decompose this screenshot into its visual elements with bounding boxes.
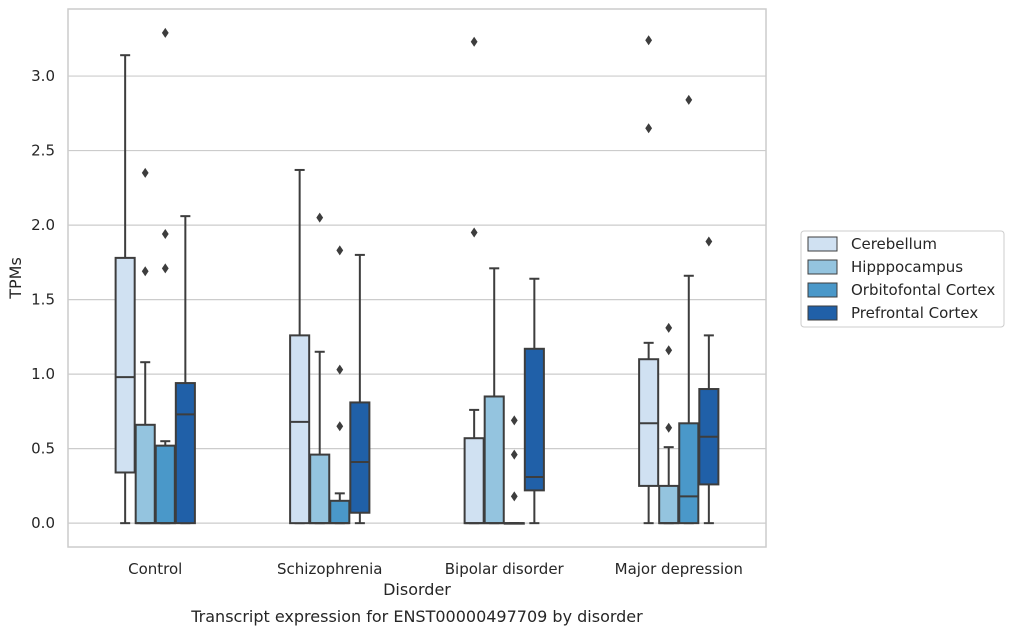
chart-title: Transcript expression for ENST0000049770… bbox=[190, 607, 643, 626]
box-body bbox=[174, 382, 196, 525]
outlier-point bbox=[665, 322, 673, 333]
x-tick-label: Bipolar disorder bbox=[445, 560, 565, 578]
y-tick-label: 1.5 bbox=[31, 291, 55, 309]
outlier-point bbox=[470, 227, 478, 238]
y-ticks: 0.0 0.5 1.0 1.5 2.0 2.5 3.0 bbox=[31, 67, 55, 532]
box-3-0 bbox=[174, 215, 196, 525]
y-axis-title: TPMs bbox=[6, 257, 25, 300]
x-tick-label: Major depression bbox=[615, 560, 743, 578]
outlier-point bbox=[665, 345, 673, 356]
outlier-point bbox=[161, 263, 169, 274]
box-body bbox=[154, 444, 176, 525]
box-body bbox=[523, 347, 545, 492]
y-tick-label: 2.5 bbox=[31, 142, 55, 160]
boxes bbox=[114, 27, 720, 525]
outlier-point bbox=[510, 415, 518, 426]
box-1-0 bbox=[134, 167, 156, 525]
box-1-1 bbox=[309, 212, 331, 525]
y-tick-label: 3.0 bbox=[31, 67, 55, 85]
x-tick-label: Schizophrenia bbox=[277, 560, 382, 578]
outlier-point bbox=[645, 123, 653, 134]
box-3-1 bbox=[349, 253, 371, 525]
outlier-point bbox=[645, 35, 653, 46]
outlier-point bbox=[141, 266, 149, 277]
legend-swatch bbox=[807, 236, 838, 252]
box-0-3 bbox=[638, 35, 660, 525]
y-tick-label: 2.0 bbox=[31, 216, 55, 234]
outlier-point bbox=[510, 449, 518, 460]
box-body bbox=[114, 256, 136, 474]
legend-label: Orbitofontal Cortex bbox=[851, 281, 995, 299]
outlier-point bbox=[510, 491, 518, 502]
legend-label: Cerebellum bbox=[851, 235, 937, 253]
x-tick-label: Control bbox=[128, 560, 182, 578]
x-axis-title: Disorder bbox=[383, 580, 451, 599]
box-2-3 bbox=[678, 94, 700, 525]
box-0-2 bbox=[463, 36, 485, 525]
box-0-1 bbox=[289, 168, 311, 525]
box-2-2 bbox=[503, 415, 525, 525]
box-1-3 bbox=[658, 322, 680, 525]
outlier-point bbox=[470, 36, 478, 47]
outlier-point bbox=[685, 94, 693, 105]
box-body bbox=[309, 453, 331, 525]
box-body bbox=[289, 334, 311, 525]
legend-swatch bbox=[807, 282, 838, 298]
box-2-1 bbox=[329, 245, 351, 525]
box-body bbox=[134, 423, 156, 525]
legend-swatch bbox=[807, 259, 838, 275]
box-body bbox=[463, 437, 485, 525]
legend: Cerebellum Hipppocampus Orbitofontal Corte… bbox=[800, 230, 1005, 328]
legend-swatch bbox=[807, 305, 838, 321]
outlier-point bbox=[336, 421, 344, 432]
x-ticks: Control Schizophrenia Bipolar disorder Majo… bbox=[128, 560, 743, 578]
box-body bbox=[483, 395, 505, 525]
box-body bbox=[329, 499, 351, 525]
legend-label: Hipppocampus bbox=[851, 258, 963, 276]
box-3-2 bbox=[523, 277, 545, 525]
plot-frame bbox=[67, 8, 767, 548]
box-0-0 bbox=[114, 54, 136, 525]
outlier-point bbox=[161, 229, 169, 240]
outlier-point bbox=[141, 167, 149, 178]
box-2-0 bbox=[154, 27, 176, 525]
box-body bbox=[658, 484, 680, 525]
outlier-point bbox=[336, 364, 344, 375]
outlier-point bbox=[336, 245, 344, 256]
legend-frame bbox=[800, 230, 1005, 328]
outlier-point bbox=[161, 27, 169, 38]
y-tick-label: 1.0 bbox=[31, 365, 55, 383]
y-tick-label: 0.5 bbox=[31, 440, 55, 458]
outlier-point bbox=[705, 236, 713, 247]
legend-label: Prefrontal Cortex bbox=[851, 304, 978, 322]
box-1-2 bbox=[483, 267, 505, 525]
outlier-point bbox=[316, 212, 324, 223]
box-body bbox=[349, 401, 371, 514]
box-body bbox=[678, 422, 700, 525]
box-3-3 bbox=[698, 236, 720, 525]
y-tick-label: 0.0 bbox=[31, 514, 55, 532]
outlier-point bbox=[665, 422, 673, 433]
